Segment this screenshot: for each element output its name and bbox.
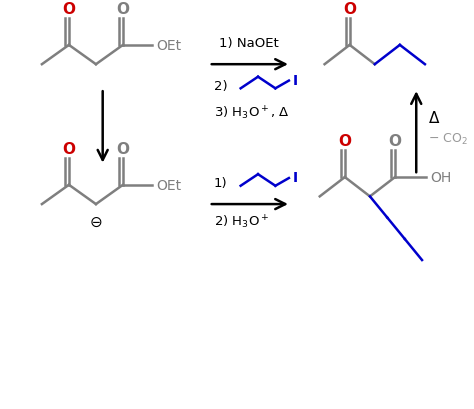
Text: 2) H$_3$O$^+$: 2) H$_3$O$^+$ [214,213,269,231]
Text: O: O [117,2,129,17]
Text: O: O [389,134,401,148]
Text: OEt: OEt [157,39,182,53]
Text: O: O [63,141,75,156]
Text: OEt: OEt [157,178,182,192]
Text: $\ominus$: $\ominus$ [89,214,103,229]
Text: O: O [343,2,356,17]
Text: O: O [338,134,351,148]
Text: $\Delta$: $\Delta$ [428,110,440,126]
Text: 3) H$_3$O$^+$, $\Delta$: 3) H$_3$O$^+$, $\Delta$ [214,104,290,122]
Text: OH: OH [431,171,452,184]
Text: 2): 2) [214,80,227,93]
Text: 1) NaOEt: 1) NaOEt [219,37,279,50]
Text: O: O [117,141,129,156]
Text: I: I [293,74,298,88]
Text: I: I [293,171,298,184]
Text: O: O [63,2,75,17]
Text: 1): 1) [214,177,227,190]
Text: $-$ CO$_2$: $-$ CO$_2$ [428,132,467,147]
